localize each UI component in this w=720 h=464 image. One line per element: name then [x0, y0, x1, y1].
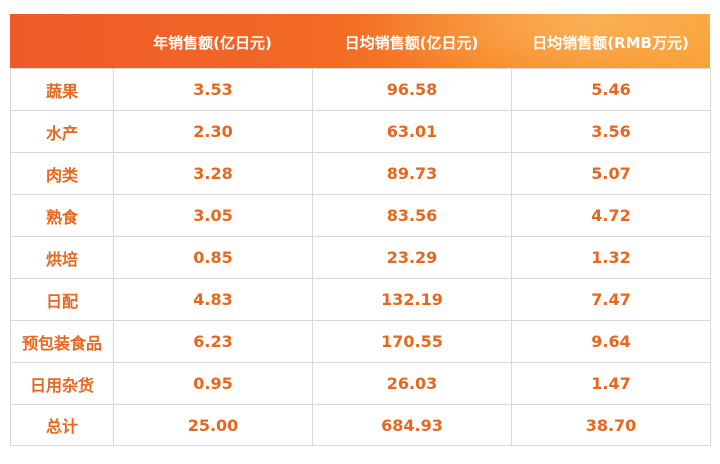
daily-sales-jpy-cell: 170.55 — [312, 320, 512, 363]
daily-sales-rmb-cell: 7.47 — [511, 278, 711, 321]
table-row: 肉类 3.28 89.73 5.07 — [10, 152, 711, 195]
category-cell: 日用杂货 — [10, 362, 114, 405]
daily-sales-jpy-cell: 132.19 — [312, 278, 512, 321]
daily-sales-jpy-cell: 83.56 — [312, 194, 512, 237]
annual-sales-cell: 25.00 — [113, 404, 313, 446]
annual-sales-cell: 3.28 — [113, 152, 313, 195]
daily-sales-rmb-cell: 5.46 — [511, 68, 711, 111]
table-row: 水产 2.30 63.01 3.56 — [10, 110, 711, 153]
daily-sales-rmb-cell: 5.07 — [511, 152, 711, 195]
table-row: 日配 4.83 132.19 7.47 — [10, 278, 711, 321]
table-row: 日用杂货 0.95 26.03 1.47 — [10, 362, 711, 405]
daily-sales-rmb-cell: 9.64 — [511, 320, 711, 363]
annual-sales-cell: 0.85 — [113, 236, 313, 279]
header-daily-sales-rmb: 日均销售额(RMB万元) — [532, 34, 689, 52]
header-glow — [360, 14, 710, 68]
table-body: 蔬果 3.53 96.58 5.46 水产 2.30 63.01 3.56 肉类 3.28 89.7… — [10, 68, 711, 446]
daily-sales-jpy-cell: 96.58 — [312, 68, 512, 111]
daily-sales-jpy-cell: 89.73 — [312, 152, 512, 195]
category-cell: 肉类 — [10, 152, 114, 195]
table-row: 预包装食品 6.23 170.55 9.64 — [10, 320, 711, 363]
daily-sales-rmb-cell: 1.47 — [511, 362, 711, 405]
category-cell: 预包装食品 — [10, 320, 114, 363]
table-row: 总计 25.00 684.93 38.70 — [10, 404, 711, 446]
annual-sales-cell: 0.95 — [113, 362, 313, 405]
annual-sales-cell: 2.30 — [113, 110, 313, 153]
daily-sales-rmb-cell: 4.72 — [511, 194, 711, 237]
category-cell: 水产 — [10, 110, 114, 153]
category-cell: 总计 — [10, 404, 114, 446]
table-header: 年销售额(亿日元) 日均销售额(亿日元) 日均销售额(RMB万元) — [10, 14, 710, 68]
daily-sales-rmb-cell: 3.56 — [511, 110, 711, 153]
header-annual-sales: 年销售额(亿日元) — [153, 34, 272, 52]
annual-sales-cell: 4.83 — [113, 278, 313, 321]
table-row: 熟食 3.05 83.56 4.72 — [10, 194, 711, 237]
category-cell: 日配 — [10, 278, 114, 321]
sales-table: 蔬果 3.53 96.58 5.46 水产 2.30 63.01 3.56 肉类 3.28 89.7… — [10, 68, 711, 446]
category-cell: 蔬果 — [10, 68, 114, 111]
daily-sales-rmb-cell: 38.70 — [511, 404, 711, 446]
category-cell: 熟食 — [10, 194, 114, 237]
daily-sales-rmb-cell: 1.32 — [511, 236, 711, 279]
header-daily-sales-jpy: 日均销售额(亿日元) — [344, 34, 479, 52]
header-category — [10, 14, 113, 68]
daily-sales-jpy-cell: 26.03 — [312, 362, 512, 405]
annual-sales-cell: 3.53 — [113, 68, 313, 111]
daily-sales-jpy-cell: 684.93 — [312, 404, 512, 446]
daily-sales-jpy-cell: 23.29 — [312, 236, 512, 279]
table-row: 烘培 0.85 23.29 1.32 — [10, 236, 711, 279]
table-row: 蔬果 3.53 96.58 5.46 — [10, 68, 711, 111]
category-cell: 烘培 — [10, 236, 114, 279]
daily-sales-jpy-cell: 63.01 — [312, 110, 512, 153]
annual-sales-cell: 6.23 — [113, 320, 313, 363]
annual-sales-cell: 3.05 — [113, 194, 313, 237]
